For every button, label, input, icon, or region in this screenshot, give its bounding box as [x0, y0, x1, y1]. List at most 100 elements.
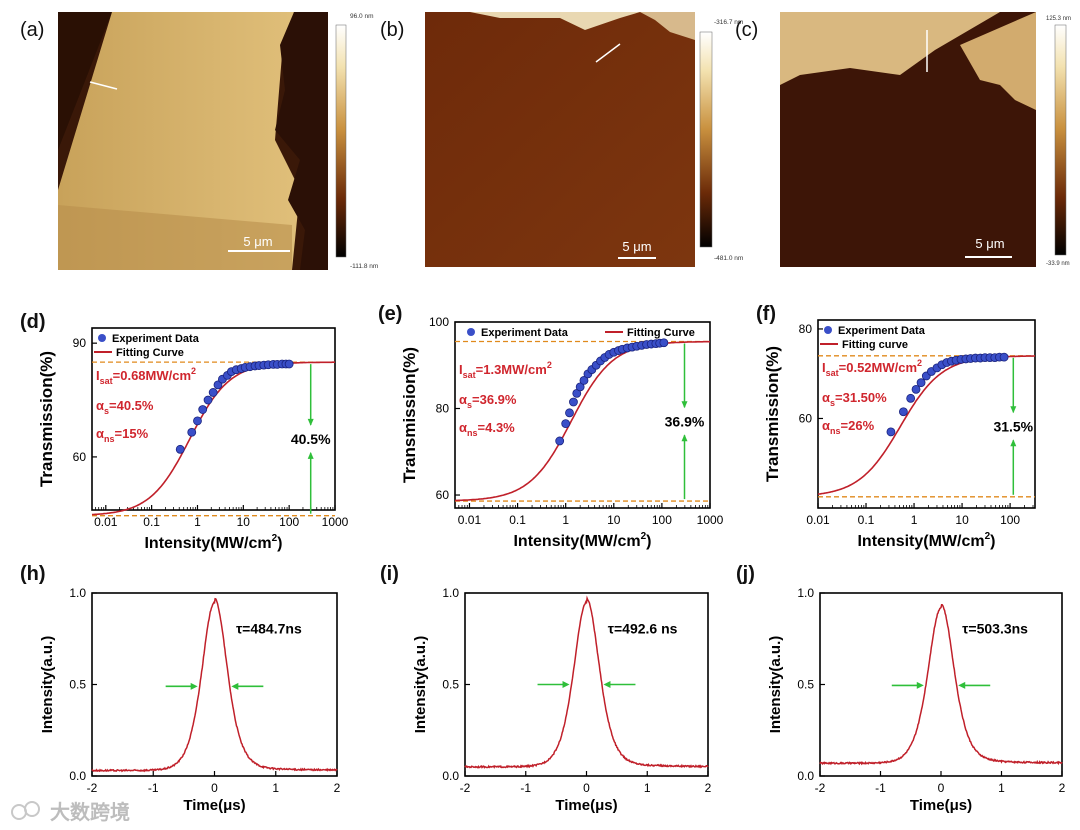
panel-label: (e) — [378, 303, 402, 325]
x-tick-label: 1 — [562, 513, 569, 527]
tau-label: τ=503.3ns — [962, 620, 1028, 636]
y-tick-label: 60 — [73, 450, 87, 464]
afm-image — [780, 12, 1036, 267]
x-tick-label: 0 — [211, 781, 218, 795]
legend-label: Experiment Data — [481, 327, 569, 339]
x-axis-label-text: Intensity(MW/cm — [857, 533, 984, 550]
fwhm-arrow-left-head — [562, 681, 570, 688]
x-tick-label: -2 — [815, 781, 826, 795]
tau-label: τ=484.7ns — [236, 620, 302, 636]
x-axis-label: Intensity(MW/cm2) — [144, 533, 282, 552]
y-tick-label: 0.5 — [797, 678, 814, 692]
fit-parameter-part: =31.50% — [835, 390, 887, 405]
x-tick-label: -1 — [875, 781, 886, 795]
data-point — [569, 397, 578, 407]
fit-parameter-part: =40.5% — [109, 398, 154, 413]
depth-arrow-head — [681, 401, 688, 409]
y-axis-label: Intensity(a.u.) — [767, 636, 784, 734]
x-tick-label: 0.01 — [94, 515, 118, 529]
axes-frame — [91, 327, 336, 511]
fit-parameter-part: ns — [467, 428, 478, 438]
pulse-trace — [91, 597, 338, 773]
chart-j: (j) -2 -1 0 1 2 0.0 0.5 1.0 Time(μs) Intensity(a.u… — [736, 563, 1066, 814]
x-axis-label-sup: 2 — [641, 531, 647, 542]
charts: (d)0.01 0.1 1 10 100 10006090Intensity(MW/cm2… — [20, 303, 1066, 814]
colorbar-max: 96.0 nm — [350, 13, 374, 20]
colorbar-min: -33.9 nm — [1046, 261, 1070, 267]
data-point — [916, 378, 926, 388]
fwhm-arrow-right-head — [231, 682, 239, 690]
x-tick-label: 0.1 — [509, 513, 526, 527]
depth-arrow-head — [1010, 439, 1017, 447]
fit-parameter: αs=40.5% — [96, 398, 154, 416]
fwhm-arrow-right-head — [958, 681, 966, 689]
fwhm-arrow-left-head — [916, 681, 924, 689]
fit-parameter-part: 2 — [547, 360, 552, 370]
chart-d: (d)0.01 0.1 1 10 100 10006090Intensity(MW/cm2… — [20, 311, 349, 552]
x-axis-label: Intensity(MW/cm2) — [857, 531, 995, 550]
data-point — [565, 408, 574, 418]
x-tick-label: 10 — [607, 513, 621, 527]
afm-panel-b: (b) 5 μm -316.7 nm -481.0 nm — [380, 12, 743, 267]
x-tick-label: 1 — [911, 513, 918, 527]
data-point — [187, 427, 197, 437]
fit-parameter-part: =26% — [841, 418, 875, 433]
x-axis-label-text: Intensity(MW/cm — [513, 533, 640, 550]
data-point — [575, 382, 585, 392]
data-point — [561, 419, 571, 429]
fit-parameter-part: α — [459, 420, 467, 435]
chart-e: (e)0.01 0.1 1 10 100 10006080100Intensity(MW/… — [378, 303, 724, 550]
x-tick-label: 100 — [652, 513, 672, 527]
panel-label: (h) — [20, 563, 46, 585]
fwhm-arrow-right-head — [603, 681, 611, 688]
legend-marker-data — [824, 326, 832, 334]
fit-parameter: Isat=0.52MW/cm2 — [822, 358, 922, 378]
fit-parameter-part: α — [96, 426, 104, 441]
panel-label: (c) — [735, 19, 758, 41]
y-tick-label: 60 — [799, 411, 813, 425]
x-tick-label: 1 — [998, 781, 1005, 795]
x-axis-label-text: Intensity(MW/cm — [144, 535, 271, 552]
fit-parameter-part: =0.68MW/cm — [113, 368, 191, 383]
scale-bar-label: 5 μm — [243, 234, 272, 249]
data-point — [999, 352, 1009, 362]
depth-arrow-head — [681, 434, 688, 442]
x-tick-label: 0 — [938, 781, 945, 795]
fit-parameter-part: α — [459, 392, 467, 407]
fit-parameter-part: sat — [463, 370, 476, 380]
data-point — [284, 359, 294, 369]
legend-label: Fitting curve — [842, 339, 908, 351]
x-tick-label: 0 — [583, 781, 590, 795]
fit-parameter: αs=31.50% — [822, 390, 887, 408]
fit-parameter-part: =4.3% — [478, 420, 516, 435]
y-tick-label: 80 — [799, 322, 813, 336]
data-point — [898, 407, 908, 417]
fitting-curve — [91, 361, 335, 516]
data-point — [198, 405, 208, 414]
x-axis-label: Time(μs) — [910, 797, 972, 814]
fit-parameter-part: s — [467, 400, 472, 410]
y-tick-label: 0.0 — [442, 769, 459, 783]
x-tick-label: 1000 — [322, 515, 349, 529]
fit-parameter-part: =1.3MW/cm — [476, 362, 547, 377]
x-tick-label: 2 — [705, 781, 712, 795]
fit-parameter-part: α — [822, 390, 830, 405]
watermark: 大数跨境 — [10, 796, 130, 825]
colorbar — [335, 24, 347, 258]
legend-marker-data — [98, 334, 106, 342]
y-tick-label: 1.0 — [442, 586, 459, 600]
x-axis-label: Intensity(MW/cm2) — [513, 531, 651, 550]
x-axis-label-sup: 2 — [272, 533, 278, 544]
data-point — [906, 393, 916, 403]
legend-label: Experiment Data — [838, 325, 926, 337]
x-axis-label-close: ) — [990, 533, 995, 550]
depth-arrow-head — [307, 451, 314, 459]
data-point — [203, 395, 213, 405]
data-point — [555, 436, 565, 446]
data-point — [911, 384, 921, 394]
fit-parameter-part: s — [104, 406, 109, 416]
x-tick-label: -2 — [460, 781, 471, 795]
fit-parameter-part: s — [830, 398, 835, 408]
fit-parameter: αns=15% — [96, 426, 149, 444]
